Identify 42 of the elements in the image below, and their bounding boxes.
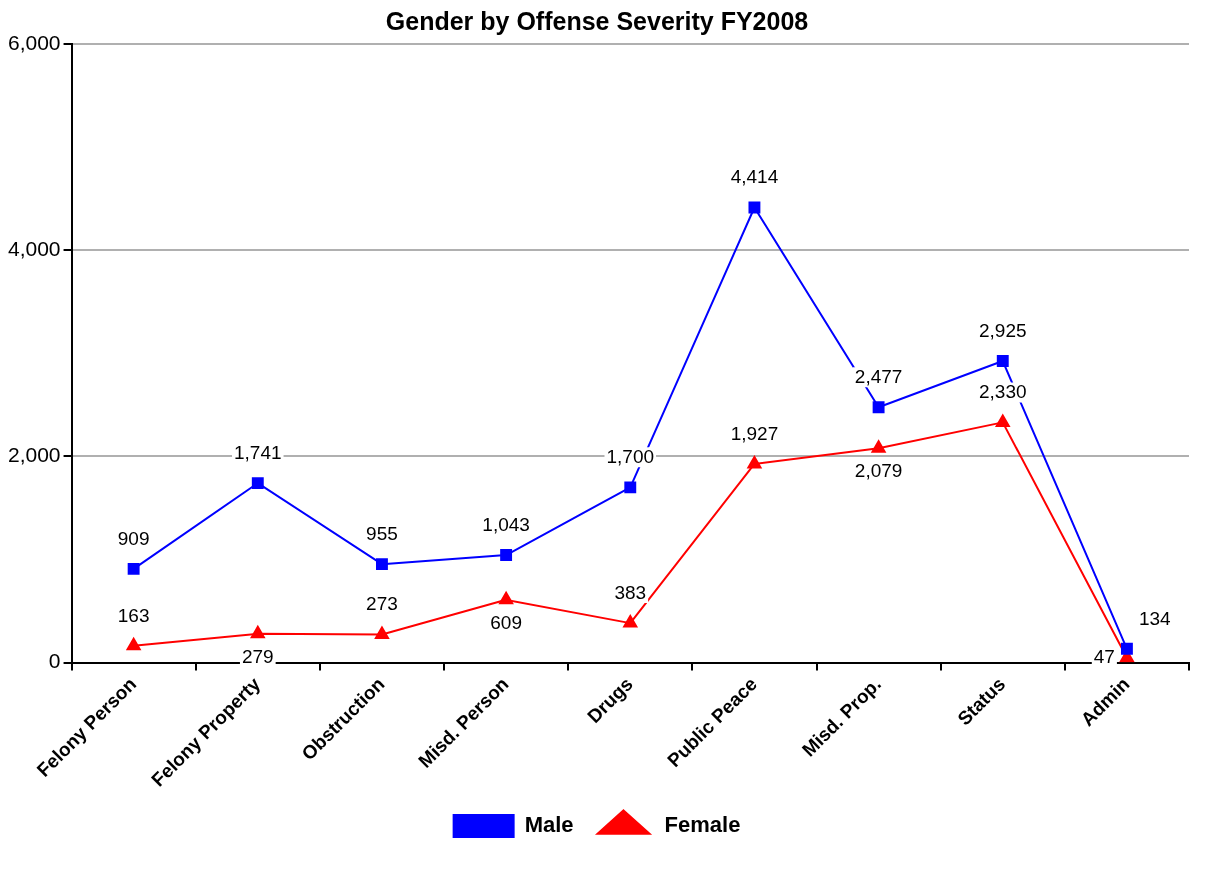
y-tick-label: 4,000 <box>7 237 61 260</box>
point <box>376 558 388 571</box>
data-label: 1,741 <box>234 441 282 463</box>
point <box>250 625 265 639</box>
point <box>374 626 390 639</box>
y-tick-label: 6,000 <box>7 30 61 54</box>
data-label: 383 <box>614 581 647 603</box>
data-label: 4,414 <box>730 166 779 188</box>
point <box>1120 642 1133 655</box>
data-label: 2,079 <box>854 459 903 481</box>
point <box>624 481 637 494</box>
data-label: 134 <box>1138 607 1172 629</box>
point <box>623 615 638 628</box>
point <box>871 440 886 453</box>
data-label: 47 <box>1093 645 1115 667</box>
point <box>127 562 140 575</box>
point <box>499 591 514 605</box>
data-label: 1,043 <box>482 513 530 535</box>
data-label: 909 <box>117 527 150 549</box>
y-tick-label: 2,000 <box>7 443 61 467</box>
data-label: 163 <box>117 604 150 626</box>
point <box>126 637 141 651</box>
legend-label: Female <box>664 812 741 838</box>
point <box>748 201 761 214</box>
data-label: 1,927 <box>730 422 779 444</box>
point <box>747 455 762 469</box>
y-tick-label: 0 <box>48 649 61 673</box>
legend-label: Male <box>524 812 574 838</box>
point <box>500 549 513 562</box>
data-label: 279 <box>241 645 274 667</box>
data-label: 2,477 <box>854 365 903 387</box>
data-label: 1,700 <box>606 446 655 468</box>
point <box>251 477 264 490</box>
point <box>996 355 1009 367</box>
data-label: 2,925 <box>978 319 1027 341</box>
chart-title: Gender by Offense Severity FY2008 <box>385 6 809 35</box>
data-label: 609 <box>490 611 522 633</box>
point <box>872 401 885 414</box>
point <box>995 414 1010 427</box>
data-label: 2,330 <box>978 381 1027 403</box>
data-label: 273 <box>366 593 398 615</box>
data-label: 955 <box>366 522 398 544</box>
